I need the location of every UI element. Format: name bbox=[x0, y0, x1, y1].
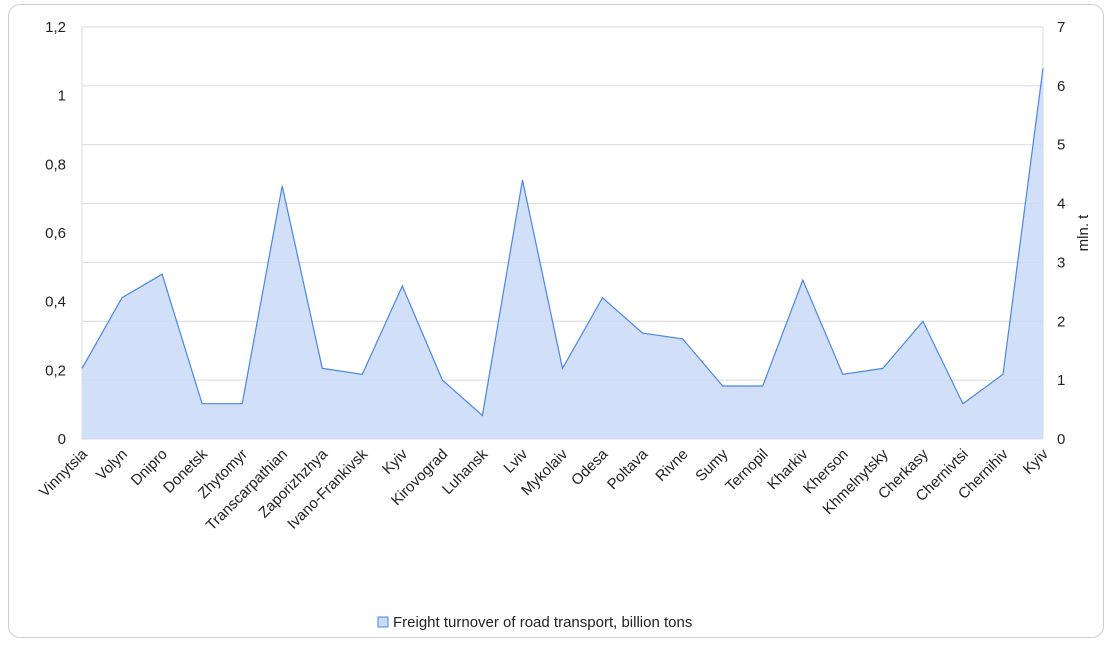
left-tick-label: 0,2 bbox=[45, 362, 66, 379]
right-tick-label: 3 bbox=[1057, 254, 1065, 271]
right-tick-label: 4 bbox=[1057, 196, 1065, 213]
area-series-fill bbox=[82, 68, 1043, 439]
x-tick-label: Volyn bbox=[93, 446, 131, 484]
legend-label: Freight turnover of road transport, bill… bbox=[393, 614, 692, 631]
x-tick-label: Poltava bbox=[604, 445, 652, 493]
right-tick-label: 1 bbox=[1057, 372, 1065, 389]
x-axis-ticks: Vinnytsia VolynDniproDonetskZhytomyrTrans… bbox=[36, 445, 1052, 534]
left-tick-label: 0,6 bbox=[45, 225, 66, 242]
x-tick-label: Vinnytsia bbox=[36, 445, 91, 500]
left-tick-label: 0,4 bbox=[45, 294, 66, 311]
left-tick-label: 0,8 bbox=[45, 156, 66, 173]
right-tick-label: 2 bbox=[1057, 313, 1065, 330]
x-tick-label: Lviv bbox=[500, 445, 531, 476]
x-tick-label: Ternopil bbox=[722, 446, 771, 495]
x-tick-label: Kyiv bbox=[1020, 445, 1052, 477]
legend: Freight turnover of road transport, bill… bbox=[377, 614, 692, 631]
x-tick-label: Rivne bbox=[652, 446, 691, 485]
left-tick-label: 1 bbox=[58, 88, 66, 105]
right-axis-title: mln. t bbox=[1075, 214, 1092, 252]
x-tick-label: Kyiv bbox=[379, 445, 411, 477]
left-axis-ticks: 0 0,2 0,4 0,6 0,8 1 1,2 bbox=[45, 19, 66, 448]
right-axis-ticks: 0 1 2 3 4 5 6 7 bbox=[1057, 19, 1065, 448]
right-tick-label: 5 bbox=[1057, 137, 1065, 154]
right-tick-label: 6 bbox=[1057, 78, 1065, 95]
x-tick-label: Luhansk bbox=[439, 445, 491, 497]
area-series-line bbox=[81, 68, 1044, 417]
right-tick-label: 7 bbox=[1057, 19, 1065, 36]
right-tick-label: 0 bbox=[1057, 431, 1065, 448]
left-tick-label: 0 bbox=[58, 431, 66, 448]
left-tick-label: 1,2 bbox=[45, 19, 66, 36]
legend-swatch bbox=[377, 616, 389, 628]
